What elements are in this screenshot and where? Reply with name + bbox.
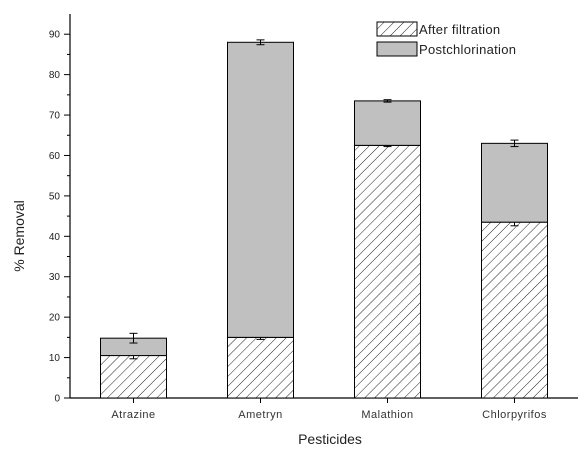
x-tick-label: Malathion [361,409,413,421]
y-tick-label: 40 [49,232,61,243]
bar-segment-postchlorination [227,41,294,338]
bar-segment-after-filtration [481,221,548,399]
legend-label: Postchlorination [419,42,516,57]
x-tick-label: Chlorpyrifos [482,409,547,421]
legend-label: After filtration [419,22,500,37]
bar-segment-postchlorination [354,100,421,146]
y-tick-label: 90 [49,30,61,41]
x-tick-label: Atrazine [111,409,155,421]
labels: 0 10 20 30 40 50 60 70 80 90 Atrazine Ametryn Malath… [11,30,547,447]
bar-segment-postchlorination [481,142,548,223]
bar-segment-after-filtration [100,355,167,399]
y-tick-label: 50 [49,191,61,202]
legend-swatch-after-filtration [376,21,418,37]
bar-segment-after-filtration [227,336,294,399]
y-tick-label: 70 [49,111,61,122]
legend: After filtration Postchlorination [376,21,516,57]
y-tick-label: 60 [49,151,61,162]
x-axis-title: Pesticides [298,431,362,447]
bars [100,39,548,399]
legend-swatch-postchlorination [376,41,418,57]
y-tick-label: 20 [49,313,61,324]
y-axis-title: % Removal [11,200,27,272]
x-tick-label: Ametryn [238,409,282,421]
y-tick-label: 0 [54,394,60,405]
bar-segment-after-filtration [354,144,421,399]
y-tick-label: 10 [49,353,61,364]
y-tick-label: 30 [49,272,61,283]
y-tick-label: 80 [49,70,61,81]
